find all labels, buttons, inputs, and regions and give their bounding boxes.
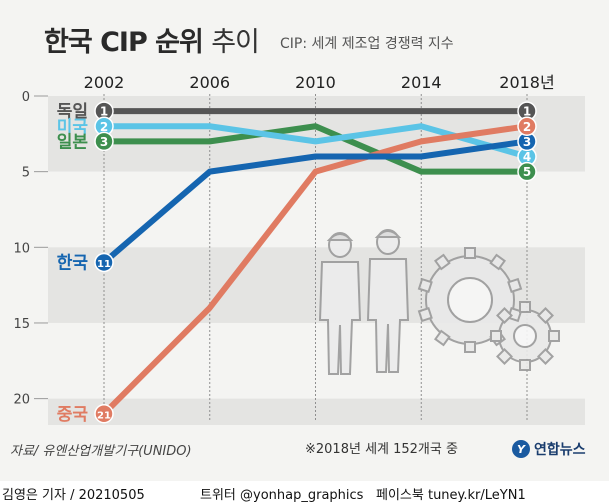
gear-tooth: [548, 330, 560, 342]
subtitle: CIP: 세계 제조업 경쟁력 지수: [280, 36, 454, 52]
series-label-미국: 미국: [57, 117, 89, 137]
gear-tooth: [537, 348, 554, 365]
end-badge-중국: 2: [517, 116, 537, 137]
series-line-한국: [101, 138, 530, 266]
page-title: 한국 CIP 순위 추이: [44, 20, 260, 59]
gear-tooth: [417, 277, 433, 294]
series-label-중국: 중국: [57, 405, 89, 425]
footer-twitter: 트위터 @yonhap_graphics: [200, 488, 364, 503]
gear-tooth: [433, 329, 451, 347]
start-badge-한국-number: 11: [97, 259, 111, 270]
x-axis-ticks: 2002 2006 2010 2014 2018년: [84, 73, 555, 92]
footer-bar: 김영은 기자 / 20210505 트위터 @yonhap_graphics 페…: [0, 481, 609, 503]
footer-reporter: 김영은 기자 / 20210505: [2, 488, 145, 503]
start-badge-일본-number: 3: [100, 135, 108, 149]
start-badge-일본-circle: [94, 131, 114, 152]
gear-tooth: [519, 301, 531, 313]
end-badge-독일: 1: [517, 101, 537, 121]
x-tick-label: 2018년: [499, 73, 554, 92]
chart-note: ※2018년 세계 152개국 중: [305, 442, 458, 457]
gear-tooth: [464, 341, 476, 353]
x-tick-label: 2002: [84, 73, 125, 92]
gear-tooth: [496, 348, 513, 365]
gear-tooth: [417, 306, 433, 323]
x-tick-label: 2010: [295, 73, 336, 92]
gear-tooth: [507, 277, 523, 294]
gear-tooth: [519, 359, 531, 371]
series-label-한국: 한국: [57, 253, 89, 273]
end-badge-일본-number: 5: [523, 165, 531, 179]
series-line-중국: [101, 123, 530, 417]
y-tick-label: 20: [13, 393, 30, 408]
start-badge-중국-circle: [94, 404, 114, 424]
gear-tooth: [433, 253, 451, 271]
series-label-일본: 일본: [57, 132, 89, 152]
y-axis-ticks: 0 5 10 15 20: [13, 90, 48, 408]
title-main: 한국 CIP 순위: [44, 27, 204, 58]
gear-tooth: [490, 330, 502, 342]
start-badge-한국-circle: [94, 252, 114, 273]
y-tick-label: 15: [13, 317, 30, 332]
end-badge-미국-number: 4: [523, 150, 531, 164]
yonhap-logo-text: 연합뉴스: [534, 442, 586, 458]
start-badge-일본: 3: [94, 131, 114, 152]
gear-tooth: [464, 247, 476, 259]
series-label-독일: 독일: [57, 102, 88, 122]
y-tick-label: 5: [22, 166, 30, 181]
end-badge-독일-number: 1: [523, 105, 531, 119]
footer-facebook: 페이스북 tuney.kr/LeYN1: [376, 488, 526, 503]
source-credit: 자료/ 유엔산업개발기구(UNIDO): [10, 444, 192, 459]
end-badge-한국-number: 3: [523, 135, 531, 149]
end-badge-일본: 5: [517, 161, 537, 182]
end-badge-중국-number: 2: [523, 120, 531, 134]
start-badge-독일-number: 1: [100, 105, 108, 119]
start-badge-중국: 21: [94, 404, 114, 424]
series-line-일본: [101, 123, 530, 175]
end-badge-중국-circle: [517, 116, 537, 137]
gear-tooth: [489, 253, 507, 271]
yonhap-logo: Y 연합뉴스: [512, 438, 586, 460]
chart-band: [48, 398, 585, 425]
title-thin: 추이: [211, 27, 260, 58]
worker-figure-icon: [366, 229, 410, 373]
end-badge-일본-circle: [517, 161, 537, 182]
chart-band: [48, 171, 585, 248]
y-tick-label: 10: [13, 241, 30, 256]
workers-and-gears-illustration: [318, 229, 560, 375]
gear-tooth: [537, 307, 554, 324]
gear-tooth: [496, 307, 513, 324]
chart-band: [48, 96, 585, 172]
worker-figure-icon: [318, 232, 362, 375]
start-badge-미국-number: 2: [100, 120, 108, 134]
series-lines: [101, 108, 530, 417]
x-tick-label: 2006: [189, 73, 230, 92]
start-badge-한국: 11: [94, 252, 114, 273]
x-tick-label: 2014: [401, 73, 442, 92]
yonhap-logo-icon: Y: [512, 440, 530, 458]
start-badge-중국-number: 21: [97, 410, 111, 421]
y-tick-label: 0: [22, 90, 30, 105]
gear-large-icon: [425, 255, 515, 345]
